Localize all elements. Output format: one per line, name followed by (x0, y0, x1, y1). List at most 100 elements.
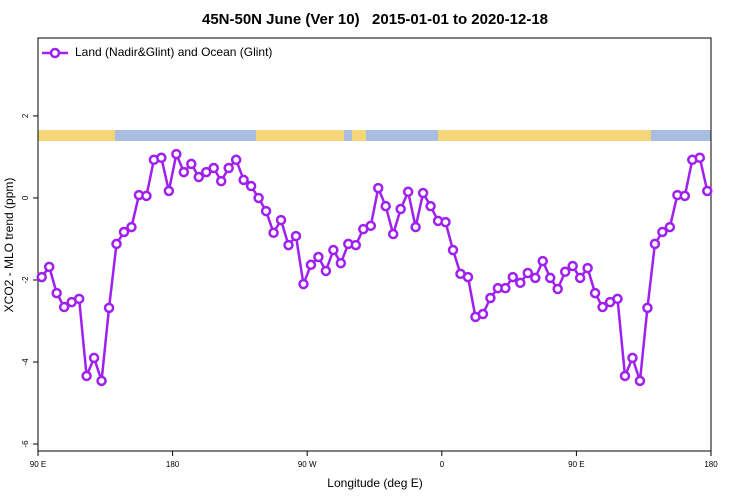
data-point (313, 251, 324, 263)
data-point (440, 216, 451, 228)
x-axis-label: Longitude (deg E) (327, 476, 422, 490)
data-point (664, 221, 676, 233)
plot-frame (37, 37, 712, 452)
data-point (275, 214, 287, 226)
data-point (350, 239, 362, 251)
data-point (260, 205, 272, 217)
data-point (627, 352, 638, 364)
data-point (634, 375, 646, 387)
chart-title: 45N-50N June (Ver 10) 2015-01-01 to 2020… (202, 11, 548, 28)
data-point (111, 238, 122, 250)
data-point (500, 282, 511, 294)
land-strip (256, 130, 344, 141)
data-point (559, 266, 571, 278)
data-point (612, 293, 623, 305)
data-point (589, 287, 601, 299)
data-point (380, 200, 391, 212)
land-strip (38, 130, 115, 141)
data-point (485, 292, 496, 304)
data-point (372, 182, 384, 194)
data-point (477, 308, 489, 320)
data-point (702, 185, 713, 197)
map-strip (38, 130, 711, 141)
data-point (657, 226, 668, 238)
x-tick-label: 0 (440, 460, 445, 469)
data-point (530, 272, 541, 284)
data-point (462, 271, 474, 283)
data-point (365, 220, 377, 232)
data-point (223, 162, 234, 174)
data-point (515, 277, 526, 289)
data-point (126, 221, 137, 233)
data-point (103, 302, 115, 314)
data-point (395, 203, 406, 215)
legend-marker (49, 47, 61, 59)
data-point (193, 171, 205, 183)
x-tick-label: 90 E (30, 460, 46, 469)
data-point (290, 230, 302, 242)
data-point (253, 192, 264, 204)
data-point (36, 271, 47, 283)
data-point (171, 148, 182, 160)
data-point (58, 301, 70, 313)
data-point (582, 262, 593, 274)
data-point (537, 255, 548, 267)
data-point (163, 185, 175, 197)
data-point (81, 370, 92, 382)
data-point (201, 166, 212, 178)
x-tick-label: 180 (166, 460, 180, 469)
data-point (88, 352, 100, 364)
data-point (141, 190, 152, 202)
x-tick-label: 180 (704, 460, 718, 469)
data-point (328, 244, 339, 256)
data-point (567, 260, 578, 272)
x-tick-label: 90 W (298, 460, 317, 469)
data-point (335, 257, 347, 269)
data-point (178, 166, 190, 178)
data-point (230, 154, 242, 166)
data-point (649, 238, 661, 250)
data-point (552, 283, 563, 295)
data-point (298, 278, 309, 290)
data-point (387, 228, 399, 240)
data-point (283, 239, 294, 251)
data-point (619, 370, 631, 382)
y-tick-label: 2 (21, 113, 30, 118)
data-point (597, 301, 608, 313)
data-point (238, 174, 249, 186)
land-strip (438, 130, 651, 141)
data-point (156, 152, 167, 164)
data-point (507, 271, 519, 283)
y-tick-label: -6 (21, 440, 30, 448)
data-point (642, 302, 653, 314)
data-point (186, 158, 197, 170)
data-point (410, 221, 421, 233)
data-point (96, 375, 107, 387)
y-tick-label: 0 (21, 195, 30, 200)
data-point (402, 186, 414, 198)
y-axis-label: XCO2 - MLO trend (ppm) (2, 178, 16, 313)
x-tick-label: 90 E (568, 460, 584, 469)
data-point (522, 267, 534, 279)
data-point (447, 244, 459, 256)
data-point (544, 272, 556, 284)
land-strip (352, 130, 366, 141)
data-point (574, 272, 586, 284)
data-point (208, 162, 219, 174)
data-point (679, 190, 691, 202)
data-point (245, 180, 257, 192)
data-point (73, 293, 85, 305)
data-point (320, 265, 332, 277)
data-point (268, 227, 279, 239)
y-tick-label: -4 (21, 358, 30, 366)
y-tick-label: -2 (21, 276, 30, 284)
data-point (51, 287, 62, 299)
data-point (417, 187, 429, 199)
data-point (694, 152, 706, 164)
data-point (305, 259, 317, 271)
legend-label: Land (Nadir&Glint) and Ocean (Glint) (75, 45, 272, 59)
data-point (425, 200, 436, 212)
data-point (43, 261, 55, 273)
